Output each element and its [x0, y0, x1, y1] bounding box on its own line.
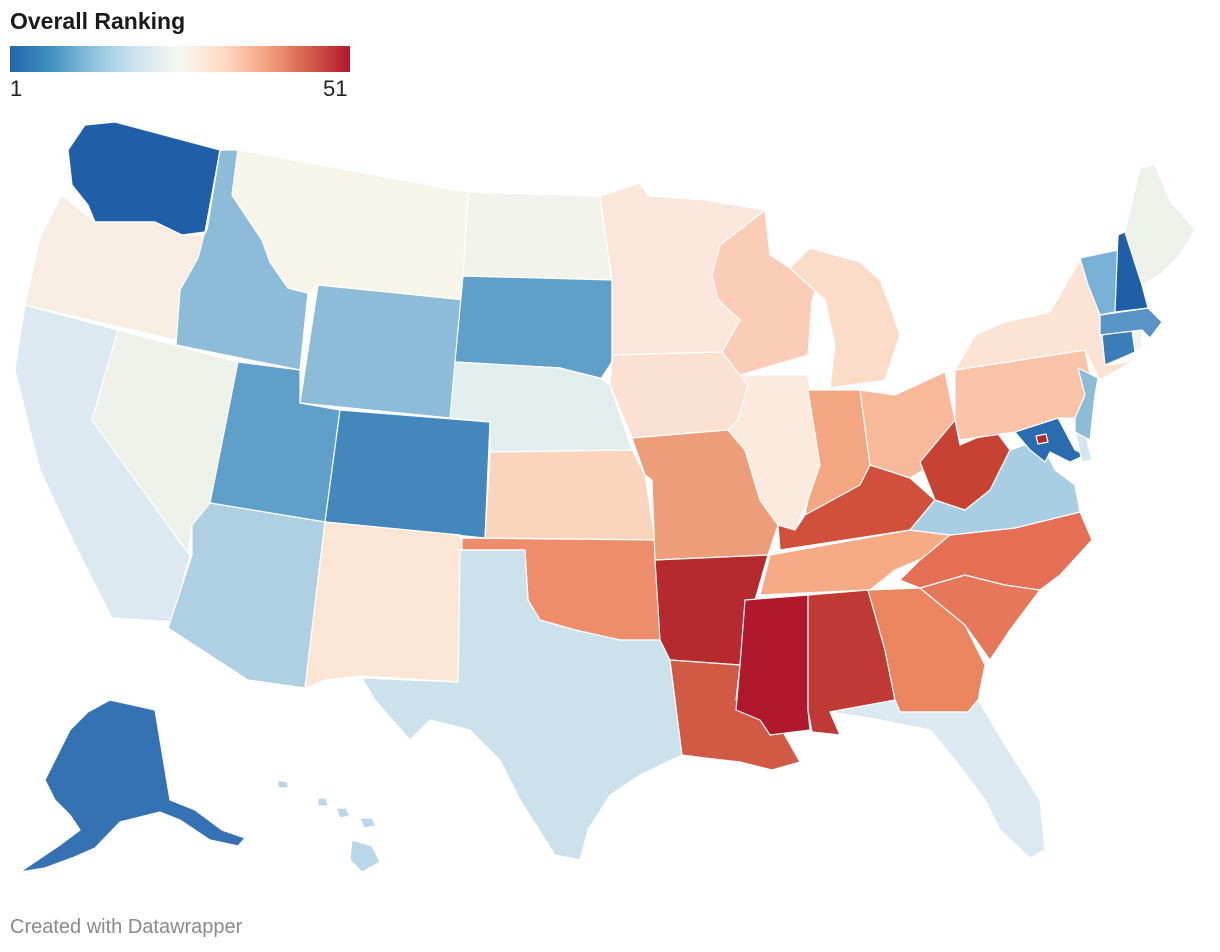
state-md[interactable] — [1014, 417, 1086, 463]
state-vt[interactable] — [1079, 249, 1119, 316]
legend-max-label: 51 — [323, 76, 348, 101]
state-tx[interactable] — [361, 549, 683, 861]
state-az[interactable] — [167, 502, 326, 689]
state-hi[interactable] — [277, 779, 381, 873]
state-ct[interactable] — [1101, 329, 1136, 366]
state-nc[interactable] — [899, 511, 1093, 591]
legend-min-label: 1 — [10, 76, 23, 101]
state-wy[interactable] — [299, 284, 466, 419]
state-ak[interactable] — [19, 699, 246, 873]
state-ks[interactable] — [484, 449, 656, 541]
state-dc[interactable] — [1035, 433, 1049, 445]
state-wi[interactable] — [711, 209, 821, 376]
state-fl[interactable] — [829, 699, 1046, 859]
state-pa[interactable] — [954, 349, 1096, 441]
state-nd[interactable] — [462, 191, 613, 281]
state-me[interactable] — [1124, 164, 1196, 286]
state-ms[interactable] — [735, 594, 811, 736]
state-nh[interactable] — [1114, 231, 1149, 313]
state-mi[interactable] — [789, 247, 901, 389]
state-co[interactable] — [324, 409, 491, 539]
color-scale-legend — [10, 46, 350, 72]
datawrapper-credit: Created with Datawrapper — [10, 916, 243, 938]
state-nj[interactable] — [1074, 367, 1099, 441]
state-ky[interactable] — [777, 464, 936, 551]
map-title: Overall Ranking — [10, 8, 186, 34]
state-nm[interactable] — [304, 521, 463, 689]
state-ia[interactable] — [609, 351, 749, 439]
